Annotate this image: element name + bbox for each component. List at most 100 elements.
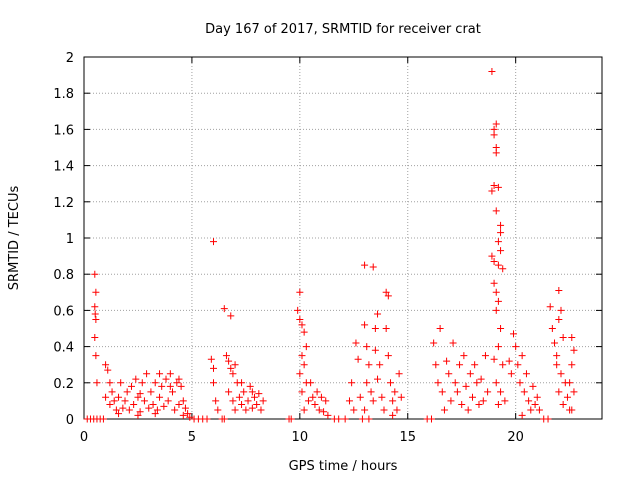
data-point [374,375,382,383]
data-point [440,406,448,414]
data-point [92,352,100,360]
data-point [363,343,371,351]
data-point [484,388,492,396]
data-point [294,306,302,314]
chart-title: Day 167 of 2017, SRMTID for receiver cra… [205,22,481,37]
data-point [533,393,541,401]
data-point [117,379,125,387]
data-point [302,343,310,351]
data-point [151,410,159,418]
data-point [214,406,222,414]
y-tick-label: 1 [66,232,74,247]
data-point [91,310,99,318]
data-point [397,393,405,401]
data-point [143,370,151,378]
data-point [548,325,556,332]
data-point [149,401,157,409]
data-point [307,379,315,387]
data-point [248,404,256,412]
data-point [130,401,138,409]
data-point [492,306,500,314]
data-point [460,352,468,360]
data-point [298,352,306,360]
data-point [570,346,578,354]
data-point [259,397,267,405]
data-point [499,361,507,369]
data-point [469,393,476,401]
data-point [255,390,263,398]
data-point [134,393,142,401]
data-point [121,397,129,405]
data-point [175,375,183,383]
data-point [367,388,375,396]
data-point [527,406,535,414]
y-tick-label: 2 [66,51,74,66]
data-point [535,406,543,414]
data-point [115,393,123,401]
data-point [546,303,554,311]
data-point [300,361,308,369]
data-point [175,401,183,409]
data-point [296,315,304,323]
data-point [497,388,505,396]
y-tick-label: 1.4 [53,160,74,175]
data-point [300,328,308,336]
data-point [553,352,561,360]
y-tick-label: 0.2 [53,377,74,392]
data-point [389,411,397,419]
data-point [490,355,498,363]
data-point [229,370,237,378]
data-point [494,297,502,305]
data-point [477,375,485,383]
data-point [494,343,502,351]
data-point [156,393,164,401]
data-point [510,330,518,338]
data-point [203,415,211,423]
data-point [102,393,110,401]
data-point [501,397,509,405]
data-point [497,221,505,229]
data-point [345,397,353,405]
data-point [531,401,539,409]
data-point [471,361,479,369]
data-point [240,388,248,396]
data-point [365,415,373,423]
data-point [153,406,161,414]
data-point [522,370,530,378]
x-tick-label: 15 [399,430,416,445]
data-point [173,379,181,387]
data-point [386,379,394,387]
data-point [453,388,461,396]
data-point [119,404,127,412]
data-point [132,375,140,383]
x-tick-label: 20 [507,430,524,445]
data-point [473,379,481,387]
data-point [490,182,498,190]
data-point [91,303,99,311]
data-point [140,397,148,405]
data-point [227,364,235,372]
data-point [494,261,502,269]
data-point [127,382,135,390]
data-point [553,361,561,369]
data-point [430,339,438,347]
data-point [102,361,110,369]
data-point [229,397,237,405]
data-point [225,388,233,396]
data-point [298,388,306,396]
data-point [466,370,474,378]
data-point [136,408,144,416]
data-point [378,393,386,401]
data-point [518,352,526,360]
data-point [104,366,112,374]
data-point [179,411,187,419]
data-point [559,334,567,342]
data-point [497,247,505,255]
data-point [296,288,304,296]
data-point [492,288,500,296]
data-point [363,379,371,387]
data-point [434,379,442,387]
data-point [99,415,107,423]
data-point [497,325,505,332]
data-point [134,411,142,419]
